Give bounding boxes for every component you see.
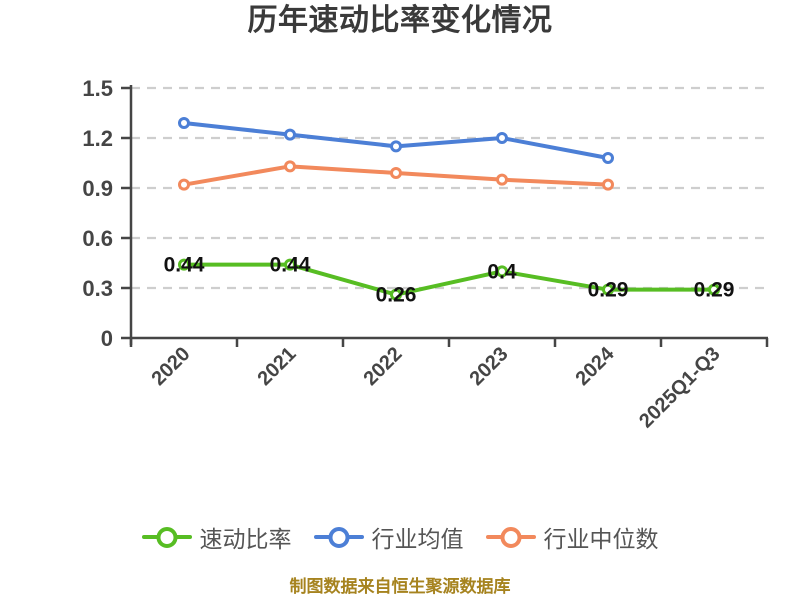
legend-label-industry-median: 行业中位数 — [543, 526, 659, 552]
source-caption: 制图数据来自恒生聚源数据库 — [289, 577, 511, 596]
legend-item-industry-average: 行业均值 — [313, 520, 464, 554]
x-tick-label-2020: 2020 — [148, 343, 195, 390]
series-industry-average-point-2024 — [602, 152, 614, 164]
industry-median-legend-marker-icon — [485, 526, 536, 548]
series-quick-ratio-point-2021 — [284, 258, 296, 271]
y-tick-label-1.5: 1.5 — [82, 76, 113, 101]
industry-average-legend-circle — [328, 526, 349, 548]
series-quick-ratio-point-2023 — [496, 265, 508, 278]
series-quick-ratio-line — [182, 262, 716, 297]
data-label-quick-ratio-2023: 0.4 — [487, 260, 517, 283]
legend-item-industry-median: 行业中位数 — [485, 520, 659, 554]
series-quick-ratio-point-2025Q1-Q3 — [708, 283, 720, 296]
quick-ratio-legend-marker-icon — [141, 526, 192, 548]
series-quick-ratio-point-2020 — [178, 258, 190, 271]
legend-label-quick-ratio: 速动比率 — [199, 526, 292, 552]
data-label-quick-ratio-2020: 0.44 — [164, 254, 205, 277]
x-tick-label-2025Q1-Q3: 2025Q1-Q3 — [635, 343, 724, 432]
chart-legend: 速动比率 行业均值 行业中位数 — [0, 515, 800, 559]
series-quick-ratio-point-2024 — [602, 283, 614, 296]
legend-item-quick-ratio: 速动比率 — [141, 520, 292, 554]
data-label-quick-ratio-2025Q1-Q3: 0.29 — [694, 279, 735, 302]
series-industry-average-point-2021 — [284, 128, 296, 141]
x-tick-label-2024: 2024 — [572, 342, 620, 390]
x-tick-label-2022: 2022 — [360, 343, 407, 390]
series-industry-average-point-2022 — [390, 140, 402, 153]
line-chart-plot: 0 0.3 0.6 0.9 1.2 1.5 2020 2021 2022 2023 2024 2025… — [82, 76, 769, 432]
legend-label-industry-average: 行业均值 — [371, 526, 464, 552]
y-tick-label-0: 0 — [101, 326, 113, 351]
series-industry-median-point-2023 — [496, 173, 508, 186]
series-industry-median-point-2021 — [284, 160, 296, 173]
chart-title: 历年速动比率变化情况 — [247, 4, 553, 37]
series-industry-median-point-2020 — [178, 178, 190, 191]
industry-average-legend-marker-icon — [313, 526, 364, 548]
y-tick-label-0.9: 0.9 — [82, 176, 113, 201]
series-industry-average-point-2023 — [496, 132, 508, 144]
series-industry-average-point-2020 — [178, 117, 190, 129]
quick-ratio-legend-circle — [156, 526, 177, 548]
series-industry-median-point-2022 — [390, 167, 402, 179]
series-industry-median-point-2024 — [602, 178, 614, 191]
industry-median-legend-circle — [500, 526, 521, 548]
series-quick-ratio-point-2022 — [390, 288, 402, 301]
x-tick-label-2023: 2023 — [466, 343, 513, 390]
data-label-quick-ratio-2024: 0.29 — [588, 279, 629, 302]
data-label-quick-ratio-2021: 0.44 — [270, 254, 311, 277]
y-tick-label-1.2: 1.2 — [82, 126, 113, 151]
data-label-quick-ratio-2022: 0.26 — [376, 284, 417, 307]
x-tick-label-2021: 2021 — [254, 343, 301, 390]
y-tick-label-0.6: 0.6 — [82, 226, 113, 251]
y-tick-label-0.3: 0.3 — [82, 276, 113, 301]
